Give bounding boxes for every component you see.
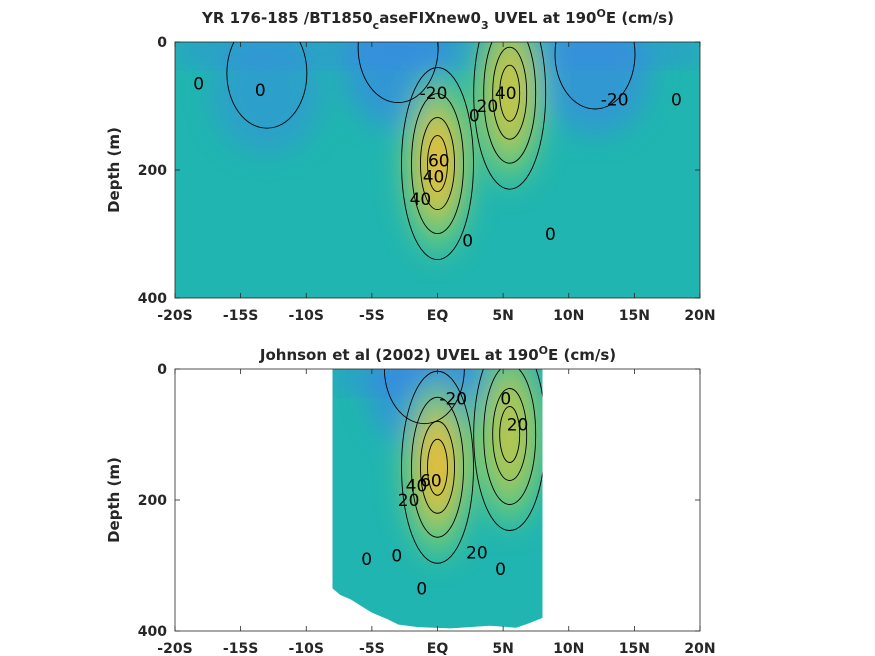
- x-tick-label: 5N: [492, 641, 513, 656]
- x-tick-label: 15N: [619, 641, 650, 656]
- x-tick-label: -20S: [157, 641, 192, 656]
- x-tick-label: -5S: [359, 641, 385, 656]
- contour-label: 0: [495, 560, 506, 580]
- panel-bottom-title: Johnson et al (2002) UVEL at 190OE (cm/s…: [259, 344, 616, 364]
- contour-label: -20: [439, 389, 467, 409]
- contour-line: [226, 42, 308, 129]
- x-tick-label: -20S: [157, 308, 192, 324]
- field-layer: [332, 369, 543, 631]
- contour-label: 40: [406, 477, 428, 497]
- x-tick-label: 5N: [492, 308, 513, 324]
- contour-label: 20: [466, 543, 488, 563]
- contour-line: [483, 42, 537, 164]
- contour-label: 40: [423, 167, 445, 187]
- y-tick-label: 400: [138, 624, 167, 640]
- field-feature-EUC-core: [425, 131, 450, 196]
- x-tick-label: 20N: [684, 308, 715, 324]
- contour-label: 40: [410, 190, 432, 210]
- contour-label: 0: [545, 225, 556, 245]
- contour-line: [420, 117, 455, 211]
- contour-line: [554, 42, 636, 110]
- panel-top-contours: [226, 42, 636, 261]
- panel-bottom-field: [332, 369, 543, 631]
- field-feature-westward: [540, 42, 650, 134]
- panel-top-ylabel: Depth (m): [105, 127, 123, 213]
- panel-top-title: YR 176-185 /BT1850caseFIXnew03 UVEL at 1…: [201, 7, 674, 32]
- contour-label: -20: [420, 84, 448, 104]
- contour-label: 0: [391, 547, 402, 567]
- panel-top-field: [175, 42, 700, 298]
- x-tick-label: 20N: [684, 641, 715, 656]
- contour-label: 0: [361, 550, 372, 570]
- panel-top-model: YR 176-185 /BT1850caseFIXnew03 UVEL at 1…: [105, 7, 716, 324]
- contour-line: [401, 67, 474, 261]
- contour-label: 0: [500, 389, 511, 409]
- x-tick-label: 10N: [553, 641, 584, 656]
- field-layer: [175, 42, 700, 298]
- x-tick-label: 10N: [553, 308, 584, 324]
- contour-label: 60: [420, 471, 442, 491]
- contour-line: [420, 420, 455, 514]
- contour-line: [411, 93, 464, 235]
- y-tick-label: 0: [157, 362, 167, 378]
- contour-line: [427, 135, 448, 193]
- y-tick-label: 0: [157, 35, 167, 51]
- contour-label: 0: [255, 81, 266, 101]
- panel-bottom-ylabel: Depth (m): [105, 457, 123, 543]
- x-tick-label: EQ: [427, 641, 449, 656]
- contour-label: 20: [398, 491, 420, 511]
- contour-line: [427, 438, 448, 496]
- contour-label: 20: [477, 97, 499, 117]
- contour-line: [473, 369, 543, 531]
- contour-label: 20: [507, 416, 529, 436]
- contour-label: 0: [671, 91, 682, 111]
- contour-label: -20: [601, 91, 629, 111]
- contour-label: 60: [428, 151, 450, 171]
- field-feature-EUC-core: [425, 435, 450, 500]
- x-tick-label: EQ: [427, 308, 449, 324]
- field-feature-eastward: [489, 376, 530, 493]
- y-tick-label: 200: [138, 493, 167, 509]
- contour-line: [492, 388, 528, 481]
- contour-label: 0: [469, 107, 480, 127]
- x-tick-label: 15N: [619, 308, 650, 324]
- x-tick-label: -10S: [289, 308, 324, 324]
- contour-line: [357, 42, 439, 104]
- contour-line: [483, 369, 537, 505]
- contour-line: [492, 46, 528, 140]
- y-tick-label: 200: [138, 163, 167, 179]
- contour-line: [411, 396, 464, 538]
- field-feature-NECC: [489, 42, 530, 152]
- contour-label: 0: [193, 75, 204, 95]
- field-feature-westward: [211, 42, 322, 154]
- contour-line: [473, 42, 547, 190]
- x-tick-label: -5S: [359, 308, 385, 324]
- x-tick-label: -15S: [223, 641, 258, 656]
- y-tick-label: 400: [138, 291, 167, 307]
- x-tick-label: -10S: [289, 641, 324, 656]
- contour-label: 0: [462, 231, 473, 251]
- contour-line: [499, 406, 521, 463]
- x-tick-label: -15S: [223, 308, 258, 324]
- contour-line: [499, 64, 521, 122]
- contour-label: 40: [495, 84, 517, 104]
- contour-line: [383, 369, 465, 425]
- missing-data-mask: [332, 588, 543, 631]
- panel-bottom-observed: Johnson et al (2002) UVEL at 190OE (cm/s…: [105, 344, 716, 656]
- contour-label: 0: [416, 579, 427, 599]
